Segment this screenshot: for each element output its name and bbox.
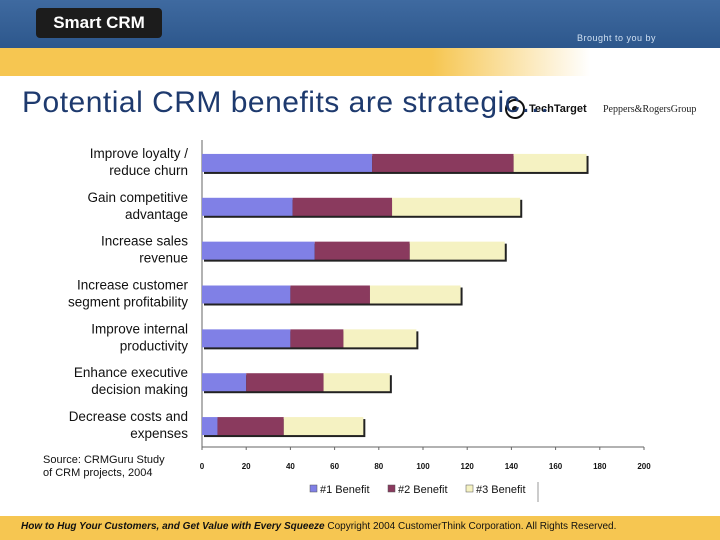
- x-tick-label: 40: [286, 462, 295, 471]
- bar-segment: [292, 197, 393, 216]
- legend-label: #3 Benefit: [476, 484, 526, 496]
- bar-segment: [290, 285, 370, 304]
- category-label: Improve loyalty / reduce churn: [90, 146, 189, 178]
- bar-segment: [202, 417, 218, 436]
- footer-italic-title: How to Hug Your Customers, and Get Value…: [21, 521, 325, 532]
- legend-swatch: [387, 484, 396, 493]
- brought-to-you-text: Brought to you by: [576, 33, 656, 43]
- bar-segment: [202, 153, 373, 172]
- bar-segment: [202, 241, 315, 260]
- bar-segment: [202, 285, 291, 304]
- x-tick-label: 140: [505, 462, 519, 471]
- category-label-line: Enhance executive: [74, 365, 188, 380]
- x-tick-label: 20: [242, 462, 251, 471]
- category-label-line: Gain competitive: [87, 190, 188, 205]
- x-tick-label: 60: [330, 462, 339, 471]
- bar-segment: [392, 197, 521, 216]
- source-line-1: Source: CRMGuru Study: [43, 454, 165, 466]
- sponsor-logos: TechTarget Peppers&RogersGroup: [505, 98, 715, 122]
- source-line-2: of CRM projects, 2004: [43, 467, 153, 479]
- category-label-line: revenue: [139, 251, 188, 266]
- bar-segment: [314, 241, 410, 260]
- x-tick-label: 200: [637, 462, 651, 471]
- legend-label: #1 Benefit: [320, 484, 370, 496]
- header-bar: Smart CRM Brought to you by: [0, 0, 720, 48]
- bar-segment: [202, 197, 293, 216]
- category-label-line: expenses: [130, 426, 188, 441]
- legend-swatch: [465, 484, 474, 493]
- slide-title: Potential CRM benefits are strategic…: [22, 86, 551, 119]
- category-label-line: reduce churn: [109, 163, 188, 178]
- category-label-line: advantage: [125, 207, 188, 222]
- bar-segment: [202, 373, 247, 392]
- category-label-line: Improve internal: [91, 321, 188, 336]
- category-label: Increase customer segment profitability: [68, 278, 189, 310]
- category-label-line: productivity: [120, 338, 189, 353]
- stacked-bar-chart: Improve loyalty / reduce churn Gain compet…: [68, 140, 651, 502]
- x-tick-label: 100: [416, 462, 430, 471]
- x-tick-label: 0: [200, 462, 205, 471]
- category-label-line: decision making: [91, 382, 188, 397]
- legend-swatch: [309, 484, 318, 493]
- techtarget-logo: TechTarget: [529, 103, 587, 115]
- x-tick-label: 180: [593, 462, 607, 471]
- bar-segment: [246, 373, 324, 392]
- category-label: Improve internal productivity: [91, 321, 188, 353]
- bar-segment: [372, 153, 514, 172]
- category-label-line: Improve loyalty /: [90, 146, 189, 161]
- category-label: Increase sales revenue: [101, 234, 188, 266]
- x-tick-label: 120: [461, 462, 475, 471]
- peppers-rogers-logo: Peppers&RogersGroup: [603, 104, 697, 115]
- bar-segment: [323, 373, 390, 392]
- techtarget-eye-icon: [505, 99, 525, 119]
- smart-crm-logo: Smart CRM: [36, 8, 162, 38]
- footer-text: How to Hug Your Customers, and Get Value…: [21, 521, 616, 532]
- footer-copyright: Copyright 2004 CustomerThink Corporation…: [327, 521, 617, 532]
- legend-label: #2 Benefit: [398, 484, 448, 496]
- category-label-line: Decrease costs and: [69, 409, 188, 424]
- category-label: Decrease costs and expenses: [69, 409, 189, 441]
- category-label: Enhance executive decision making: [74, 365, 188, 397]
- category-label-line: segment profitability: [68, 295, 188, 310]
- bar-segment: [290, 329, 344, 348]
- bar-segment: [217, 417, 284, 436]
- bar-segment: [369, 285, 461, 304]
- x-tick-label: 80: [374, 462, 383, 471]
- bar-segment: [343, 329, 417, 348]
- category-label-line: Increase customer: [77, 278, 189, 293]
- category-label-line: Increase sales: [101, 234, 188, 249]
- source-note: Source: CRMGuru Study of CRM projects, 2…: [43, 454, 165, 480]
- bar-segment: [513, 153, 587, 172]
- x-tick-label: 160: [549, 462, 563, 471]
- bar-segment: [283, 417, 364, 436]
- bar-segment: [409, 241, 505, 260]
- footer-bar: How to Hug Your Customers, and Get Value…: [0, 516, 720, 540]
- bar-segment: [202, 329, 291, 348]
- category-label: Gain competitive advantage: [87, 190, 188, 222]
- gold-stripe: TechTarget Peppers&RogersGroup: [0, 48, 720, 119]
